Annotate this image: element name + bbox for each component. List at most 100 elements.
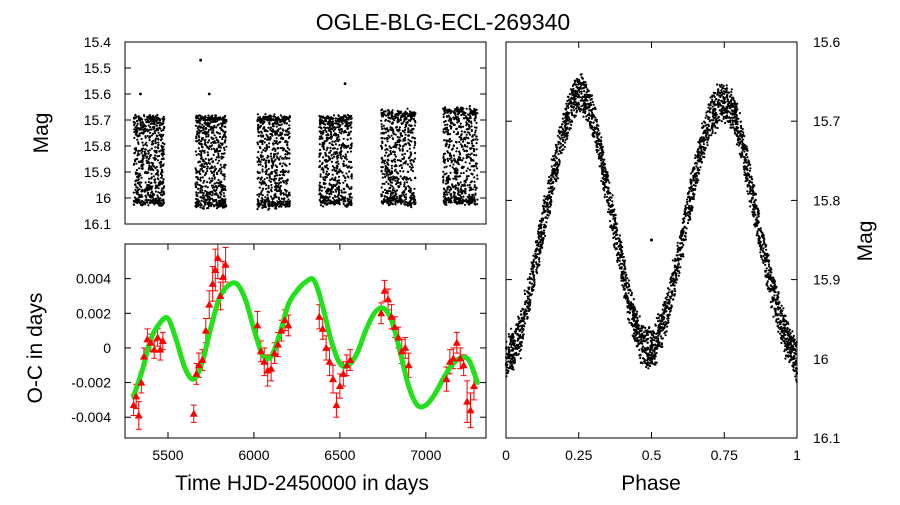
p1-data-point [473,165,475,167]
p1-data-point [461,133,463,135]
p1-data-point [149,186,151,188]
p1-data-point [345,191,347,193]
p1-data-point [471,165,473,167]
p1-data-point [219,196,221,198]
p1-data-point [473,148,475,150]
p1-data-point [200,180,202,182]
p1-data-point [322,156,324,158]
p1-data-point [394,154,396,156]
p1-data-point [217,196,219,198]
p1-data-point [388,171,390,173]
p1-data-point [195,125,197,127]
p1-data-point [464,192,466,194]
p1-data-point [162,157,164,159]
p3-data-point [520,310,522,312]
p3-data-point [727,120,729,122]
p1-data-point [210,170,212,172]
p1-data-point [286,205,288,207]
p1-data-point [157,146,159,148]
p1-data-point [389,190,391,192]
p1-data-point [336,181,338,183]
p1-data-point [275,164,277,166]
p1-data-point [391,182,393,184]
p1-data-point [151,176,153,178]
p1-data-point [207,154,209,156]
p1-data-point [467,156,469,158]
p1-data-point [456,121,458,123]
p3-data-point [638,349,640,351]
p1-data-point [144,135,146,137]
p1-data-point [157,144,159,146]
p1-data-point [218,205,220,207]
p1-data-point [150,123,152,125]
p1-data-point [203,196,205,198]
p1-data-point [276,172,278,174]
p1-data-point [410,169,412,171]
p1-data-point [210,204,212,206]
p1-data-point [218,160,220,162]
p1-data-point [331,136,333,138]
p1-data-point [464,144,466,146]
p1-data-point [403,156,405,158]
p1-data-point [218,184,220,186]
p1-data-point [382,173,384,175]
p1-data-point [141,195,143,197]
p1-data-point [407,163,409,165]
p1-data-point [412,194,414,196]
p1-data-point [391,135,393,137]
p1-data-point [257,135,259,137]
p1-data-point [320,204,322,206]
p1-data-point [452,178,454,180]
p1-data-point [274,193,276,195]
p1-data-point [349,196,351,198]
p1-data-point [213,148,215,150]
p1-data-point [444,173,446,175]
p1-data-point [220,118,222,120]
p1-data-point [215,159,217,161]
p1-data-point [143,114,145,116]
p1-data-point [286,190,288,192]
p1-data-point [287,152,289,154]
p1-data-point [216,172,218,174]
p1-data-point [150,169,152,171]
p1-data-point [387,159,389,161]
p1-data-point [336,161,338,163]
p3-data-point [726,84,728,86]
p1-data-point [267,127,269,129]
p1-data-point [443,193,445,195]
p1-data-point [320,127,322,129]
p1-data-point [224,141,226,143]
p1-data-point [387,155,389,157]
p1-data-point [149,132,151,134]
p1-data-point [162,164,164,166]
p1-data-point [217,194,219,196]
p1-data-point [272,143,274,145]
p3-data-point [543,230,545,232]
p1-data-point [278,190,280,192]
p1-data-point [472,135,474,137]
p1-data-point [462,146,464,148]
p1-data-point [216,151,218,153]
p3-data-point [548,176,550,178]
p1-data-point [388,187,390,189]
p1-data-point [325,200,327,202]
p1-data-point [217,179,219,181]
p1-data-point [148,152,150,154]
p1-data-point [320,132,322,134]
p1-data-point [156,200,158,202]
p1-data-point [279,163,281,165]
p1-data-point [220,194,222,196]
p1-data-point [203,166,205,168]
p1-data-point [148,157,150,159]
p1-data-point [261,151,263,153]
p1-data-point [200,151,202,153]
p1-data-point [261,183,263,185]
p1-data-point [161,177,163,179]
p1-data-point [465,180,467,182]
p1-data-point [459,199,461,201]
p1-data-point [137,143,139,145]
p1-data-point [261,168,263,170]
p1-data-point [163,153,165,155]
p1-data-point [348,125,350,127]
p1-data-point [215,200,217,202]
